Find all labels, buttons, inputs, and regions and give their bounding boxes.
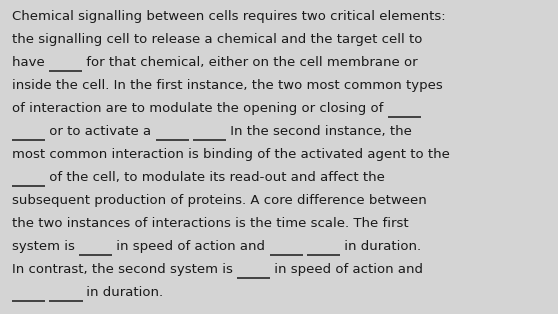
Text: most common interaction is binding of the activated agent to the: most common interaction is binding of th… [12, 148, 450, 161]
Text: for that chemical, either on the cell membrane or: for that chemical, either on the cell me… [82, 56, 418, 69]
Text: in duration.: in duration. [340, 240, 421, 253]
Text: in duration.: in duration. [83, 286, 163, 299]
Text: In the second instance, the: In the second instance, the [226, 125, 412, 138]
Text: the two instances of interactions is the time scale. The first: the two instances of interactions is the… [12, 217, 408, 230]
Text: in speed of action and: in speed of action and [112, 240, 270, 253]
Text: the signalling cell to release a chemical and the target cell to: the signalling cell to release a chemica… [12, 33, 422, 46]
Text: system is: system is [12, 240, 79, 253]
Text: subsequent production of proteins. A core difference between: subsequent production of proteins. A cor… [12, 194, 427, 207]
Text: or to activate a: or to activate a [45, 125, 156, 138]
Text: have: have [12, 56, 49, 69]
Text: in speed of action and: in speed of action and [270, 263, 424, 276]
Text: inside the cell. In the first instance, the two most common types: inside the cell. In the first instance, … [12, 79, 442, 92]
Text: In contrast, the second system is: In contrast, the second system is [12, 263, 237, 276]
Text: of interaction are to modulate the opening or closing of: of interaction are to modulate the openi… [12, 102, 388, 115]
Text: of the cell, to modulate its read-out and affect the: of the cell, to modulate its read-out an… [45, 171, 385, 184]
Text: Chemical signalling between cells requires two critical elements:: Chemical signalling between cells requir… [12, 10, 446, 23]
